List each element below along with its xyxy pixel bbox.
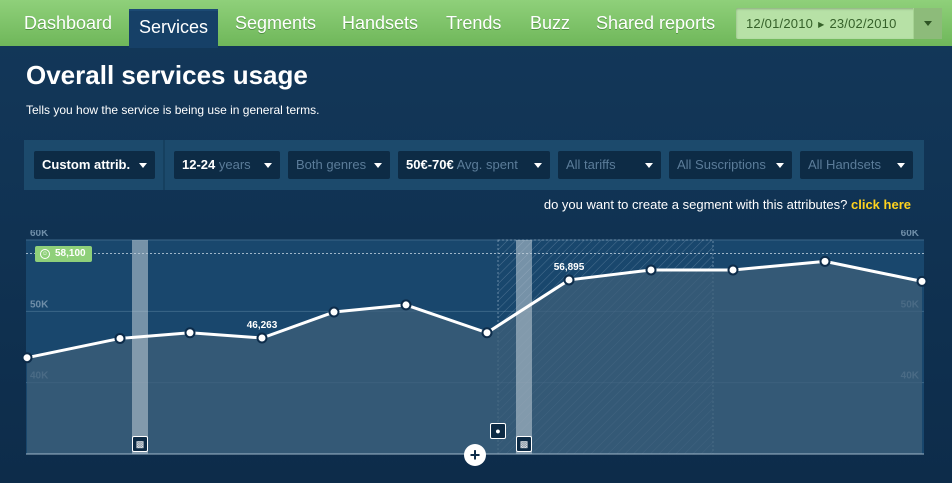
age-unit: years bbox=[218, 157, 251, 172]
suscriptions-label: All Suscriptions bbox=[677, 157, 766, 172]
spent-unit: Avg. spent bbox=[456, 157, 518, 172]
genres-dropdown[interactable]: Both genres bbox=[288, 151, 390, 179]
handsets-dropdown[interactable]: All Handsets bbox=[800, 151, 913, 179]
genres-label: Both genres bbox=[296, 157, 367, 172]
avg-spent-dropdown[interactable]: 50€-70€ Avg. spent bbox=[398, 151, 550, 179]
handsets-label: All Handsets bbox=[808, 157, 881, 172]
series-area bbox=[27, 261, 922, 454]
custom-attrib-label: Custom attrib. bbox=[42, 157, 131, 172]
data-point[interactable] bbox=[727, 264, 739, 276]
caret-down-icon bbox=[374, 163, 382, 168]
segment-prompt-text: do you want to create a segment with thi… bbox=[543, 197, 848, 212]
top-navigation: Dashboard Services Segments Handsets Tre… bbox=[0, 0, 952, 48]
caret-down-icon bbox=[264, 163, 272, 168]
filter-divider bbox=[163, 140, 165, 190]
page-title: Overall services usage bbox=[26, 60, 308, 90]
data-point[interactable] bbox=[328, 306, 340, 318]
y-tick-label-left: 60K bbox=[30, 230, 49, 239]
data-point[interactable] bbox=[256, 332, 268, 344]
create-segment-link[interactable]: click here bbox=[851, 197, 911, 212]
data-point[interactable] bbox=[400, 299, 412, 311]
date-range-text: 12/01/2010 ▶ 23/02/2010 bbox=[746, 8, 897, 40]
caret-down-icon bbox=[776, 163, 784, 168]
event-bar[interactable] bbox=[132, 240, 148, 454]
tariffs-label: All tariffs bbox=[566, 157, 616, 172]
data-point[interactable] bbox=[916, 275, 928, 287]
tariffs-dropdown[interactable]: All tariffs bbox=[558, 151, 661, 179]
date-range-picker[interactable]: 12/01/2010 ▶ 23/02/2010 bbox=[736, 8, 942, 39]
suscriptions-dropdown[interactable]: All Suscriptions bbox=[669, 151, 792, 179]
add-event-button[interactable]: + bbox=[464, 444, 486, 466]
tab-handsets[interactable]: Handsets bbox=[342, 13, 419, 33]
data-label: 46,263 bbox=[247, 320, 278, 331]
caret-down-icon bbox=[645, 163, 653, 168]
filter-bar: Custom attrib. 12-24 years Both genres 5… bbox=[24, 140, 924, 190]
reference-badge-value: 58,100 bbox=[55, 247, 86, 259]
chevron-down-icon[interactable] bbox=[913, 8, 942, 39]
custom-attrib-dropdown[interactable]: Custom attrib. bbox=[34, 151, 155, 179]
date-from: 12/01/2010 bbox=[746, 16, 814, 31]
data-label: 56,895 bbox=[554, 262, 585, 273]
segment-prompt: do you want to create a segment with thi… bbox=[544, 197, 911, 212]
data-point[interactable] bbox=[563, 274, 575, 286]
tab-segments[interactable]: Segments bbox=[235, 13, 317, 33]
caret-down-icon bbox=[897, 163, 905, 168]
series-line bbox=[26, 259, 923, 360]
y-tick-label-left: 50K bbox=[30, 299, 49, 310]
data-point[interactable] bbox=[819, 255, 831, 267]
date-to: 23/02/2010 bbox=[829, 16, 897, 31]
tab-trends[interactable]: Trends bbox=[446, 13, 502, 33]
smiley-icon: ☺ bbox=[40, 248, 50, 259]
age-dropdown[interactable]: 12-24 years bbox=[174, 151, 280, 179]
tab-services[interactable]: Services bbox=[129, 9, 219, 48]
briefcase-icon[interactable]: ▩ bbox=[516, 436, 532, 452]
reference-badge: ☺ 58,100 bbox=[35, 245, 92, 262]
briefcase-icon[interactable]: ▩ bbox=[132, 436, 148, 452]
data-point[interactable] bbox=[481, 327, 493, 339]
data-point[interactable] bbox=[114, 332, 126, 344]
data-point[interactable] bbox=[184, 327, 196, 339]
caret-down-icon bbox=[534, 163, 542, 168]
spent-value: 50€-70€ bbox=[406, 157, 454, 172]
arrow-right-icon: ▶ bbox=[818, 20, 825, 29]
page-subtitle: Tells you how the service is being use i… bbox=[26, 103, 320, 117]
tab-shared-reports[interactable]: Shared reports bbox=[596, 13, 716, 33]
age-value: 12-24 bbox=[182, 157, 216, 172]
caret-down-icon bbox=[139, 163, 147, 168]
data-point[interactable] bbox=[21, 352, 33, 364]
tab-buzz[interactable]: Buzz bbox=[530, 13, 571, 33]
tab-dashboard[interactable]: Dashboard bbox=[24, 13, 113, 33]
event-bar[interactable] bbox=[516, 240, 532, 454]
data-point[interactable] bbox=[645, 264, 657, 276]
drop-icon[interactable]: ● bbox=[490, 423, 506, 439]
y-tick-label-right: 60K bbox=[901, 230, 920, 239]
